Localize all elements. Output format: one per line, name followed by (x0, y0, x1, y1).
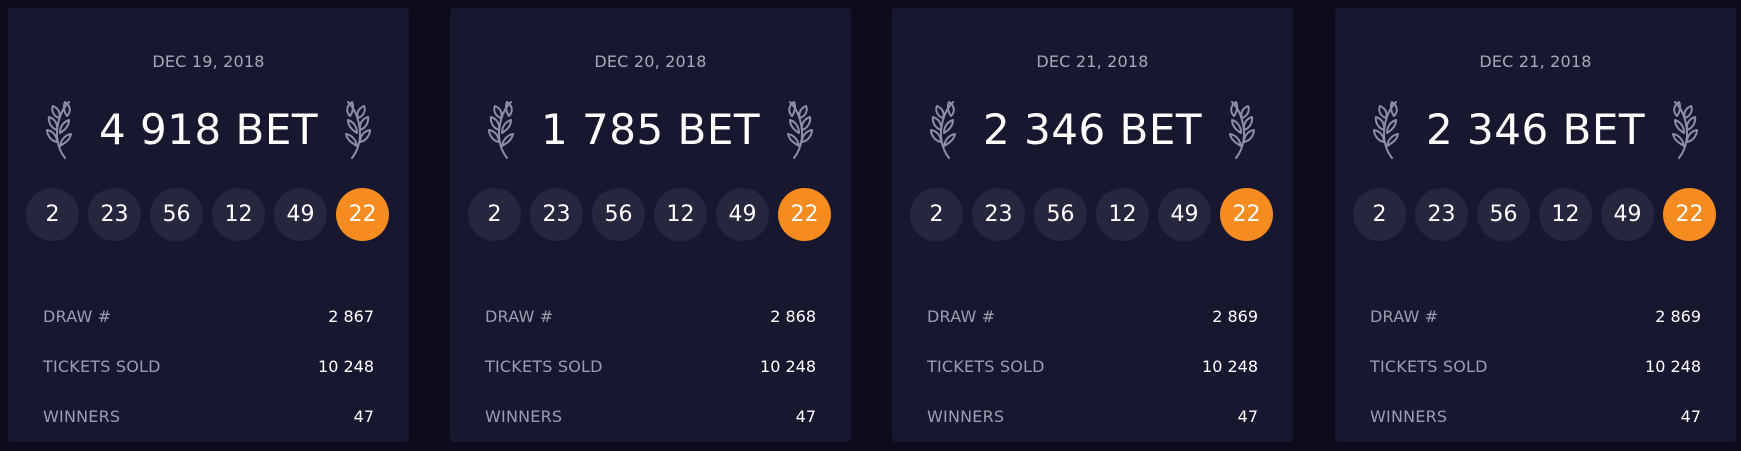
stat-value: 10 248 (760, 356, 816, 376)
laurel-right-icon (782, 100, 814, 160)
stat-value: 47 (1680, 406, 1701, 426)
stat-row-tickets-sold: TICKETS SOLD 10 248 (927, 341, 1258, 391)
laurel-right-icon (1224, 100, 1256, 160)
draw-card[interactable]: DEC 21, 2018 2 346 BET (1335, 8, 1736, 442)
number-ball: 12 (1539, 188, 1592, 241)
stat-row-winners: WINNERS 47 (1370, 391, 1701, 441)
bonus-ball: 22 (336, 188, 389, 241)
draw-date: DEC 21, 2018 (1479, 52, 1592, 71)
stat-label: WINNERS (43, 406, 121, 426)
draw-stats: DRAW # 2 869 TICKETS SOLD 10 248 WINNERS… (927, 291, 1258, 441)
bonus-ball: 22 (1663, 188, 1716, 241)
number-ball: 2 (26, 188, 79, 241)
laurel-right-icon (340, 100, 372, 160)
draw-date: DEC 20, 2018 (594, 52, 707, 71)
winning-numbers: 2 23 56 12 49 22 (26, 188, 389, 241)
draw-card[interactable]: DEC 21, 2018 2 346 BET (892, 8, 1293, 442)
number-ball: 49 (1601, 188, 1654, 241)
stat-row-tickets-sold: TICKETS SOLD 10 248 (1370, 341, 1701, 391)
stat-value: 47 (1237, 406, 1258, 426)
number-ball: 2 (910, 188, 963, 241)
stat-row-tickets-sold: TICKETS SOLD 10 248 (485, 341, 816, 391)
number-ball: 49 (716, 188, 769, 241)
stat-label: DRAW # (43, 306, 112, 326)
laurel-left-icon (487, 100, 519, 160)
draw-stats: DRAW # 2 868 TICKETS SOLD 10 248 WINNERS… (485, 291, 816, 441)
stat-row-winners: WINNERS 47 (43, 391, 374, 441)
draw-stats: DRAW # 2 867 TICKETS SOLD 10 248 WINNERS… (43, 291, 374, 441)
number-ball: 23 (972, 188, 1025, 241)
stat-label: TICKETS SOLD (1370, 356, 1488, 376)
stat-label: DRAW # (485, 306, 554, 326)
stat-label: WINNERS (1370, 406, 1448, 426)
winning-numbers: 2 23 56 12 49 22 (1353, 188, 1716, 241)
stat-value: 47 (795, 406, 816, 426)
bet-total: 2 346 BET (1425, 105, 1646, 154)
stat-row-draw-number: DRAW # 2 867 (43, 291, 374, 341)
bet-total: 2 346 BET (982, 105, 1203, 154)
draw-card[interactable]: DEC 19, 2018 4 918 BET (8, 8, 409, 442)
stat-row-draw-number: DRAW # 2 869 (1370, 291, 1701, 341)
stat-label: DRAW # (927, 306, 996, 326)
stat-label: DRAW # (1370, 306, 1439, 326)
stat-value: 10 248 (1645, 356, 1701, 376)
number-ball: 23 (1415, 188, 1468, 241)
stat-value: 2 867 (328, 306, 374, 326)
laurel-left-icon (1372, 100, 1404, 160)
bet-total: 1 785 BET (540, 105, 761, 154)
stat-label: TICKETS SOLD (43, 356, 161, 376)
number-ball: 49 (1158, 188, 1211, 241)
stat-label: TICKETS SOLD (485, 356, 603, 376)
bet-total-row: 1 785 BET (450, 98, 851, 162)
winning-numbers: 2 23 56 12 49 22 (910, 188, 1273, 241)
stat-row-tickets-sold: TICKETS SOLD 10 248 (43, 341, 374, 391)
number-ball: 2 (468, 188, 521, 241)
bonus-ball: 22 (778, 188, 831, 241)
laurel-left-icon (929, 100, 961, 160)
number-ball: 23 (88, 188, 141, 241)
bonus-ball: 22 (1220, 188, 1273, 241)
bet-total-row: 4 918 BET (8, 98, 409, 162)
stat-value: 47 (353, 406, 374, 426)
number-ball: 56 (1477, 188, 1530, 241)
stat-row-draw-number: DRAW # 2 868 (485, 291, 816, 341)
number-ball: 2 (1353, 188, 1406, 241)
number-ball: 12 (1096, 188, 1149, 241)
draw-date: DEC 21, 2018 (1036, 52, 1149, 71)
stat-value: 2 869 (1655, 306, 1701, 326)
bet-total-row: 2 346 BET (1335, 98, 1736, 162)
number-ball: 56 (150, 188, 203, 241)
stat-value: 10 248 (1202, 356, 1258, 376)
bet-total-row: 2 346 BET (892, 98, 1293, 162)
stat-value: 2 869 (1212, 306, 1258, 326)
stat-label: TICKETS SOLD (927, 356, 1045, 376)
number-ball: 49 (274, 188, 327, 241)
number-ball: 56 (592, 188, 645, 241)
stat-value: 10 248 (318, 356, 374, 376)
bet-total: 4 918 BET (98, 105, 319, 154)
number-ball: 56 (1034, 188, 1087, 241)
laurel-right-icon (1667, 100, 1699, 160)
laurel-left-icon (45, 100, 77, 160)
number-ball: 12 (212, 188, 265, 241)
stat-label: WINNERS (927, 406, 1005, 426)
draw-stats: DRAW # 2 869 TICKETS SOLD 10 248 WINNERS… (1370, 291, 1701, 441)
number-ball: 12 (654, 188, 707, 241)
stat-value: 2 868 (770, 306, 816, 326)
stat-row-winners: WINNERS 47 (927, 391, 1258, 441)
stat-row-draw-number: DRAW # 2 869 (927, 291, 1258, 341)
stat-label: WINNERS (485, 406, 563, 426)
draw-date: DEC 19, 2018 (152, 52, 265, 71)
number-ball: 23 (530, 188, 583, 241)
draw-card[interactable]: DEC 20, 2018 1 785 BET (450, 8, 851, 442)
winning-numbers: 2 23 56 12 49 22 (468, 188, 831, 241)
stat-row-winners: WINNERS 47 (485, 391, 816, 441)
